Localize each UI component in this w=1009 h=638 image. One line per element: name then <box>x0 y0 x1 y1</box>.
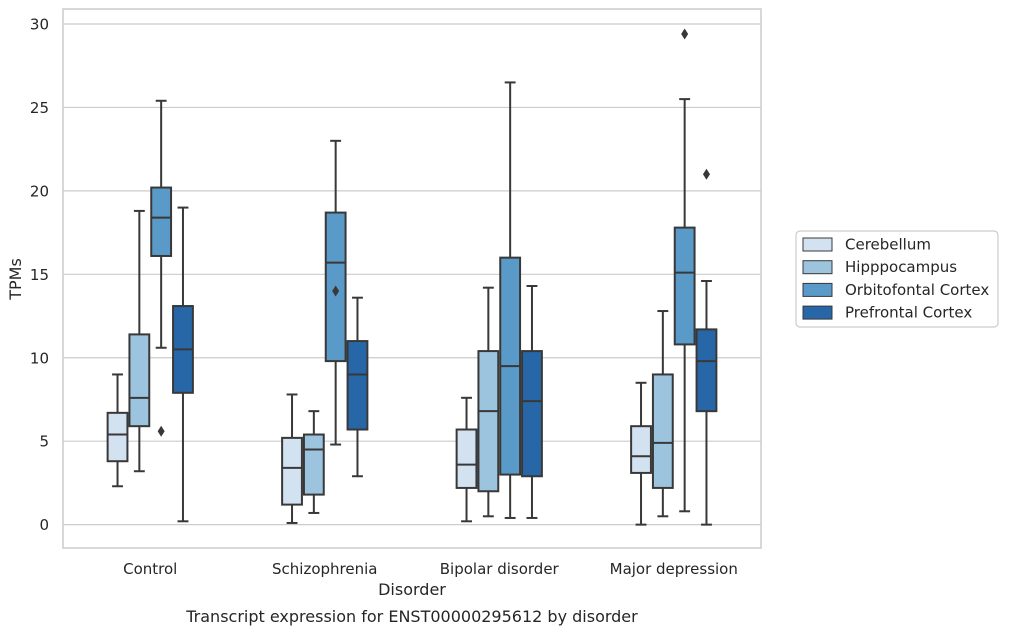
y-tick-labels: 0 5 10 15 20 25 30 <box>30 16 49 535</box>
outlier-point <box>332 285 340 297</box>
box-1-3 <box>346 296 369 478</box>
box-0-2 <box>150 99 173 437</box>
legend: Cerebellum Hipppocampus Orbitofontal Corte… <box>795 230 999 328</box>
outlier-point <box>681 28 689 40</box>
box-2-1 <box>477 286 500 518</box>
box-1-0 <box>281 393 303 524</box>
box-iqr <box>477 350 500 493</box>
box-0-0 <box>106 373 129 488</box>
box-1-2 <box>324 139 347 446</box>
box-iqr <box>281 436 303 506</box>
legend-item: Hipppocampus <box>802 258 957 276</box>
box-0-1 <box>128 209 151 473</box>
box-iqr <box>150 186 173 257</box>
legend-swatch <box>802 282 833 297</box>
box-1-1 <box>302 410 325 514</box>
y-tick-label: 25 <box>30 99 49 117</box>
legend-item: Cerebellum <box>802 236 931 254</box>
legend-item: Prefrontal Cortex <box>802 304 972 322</box>
box-3-0 <box>630 381 652 526</box>
box-iqr <box>455 428 478 489</box>
y-tick-label: 0 <box>39 516 49 534</box>
box-3-3 <box>695 168 718 526</box>
box-iqr <box>651 373 674 489</box>
box-iqr <box>106 411 129 463</box>
x-tick-label: Control <box>123 560 177 578</box>
boxes <box>106 28 718 526</box>
box-iqr <box>673 226 696 346</box>
y-tick-label: 10 <box>30 349 49 367</box>
box-iqr <box>346 340 369 431</box>
legend-label: Cerebellum <box>845 236 931 254</box>
outlier-point <box>157 425 165 437</box>
legend-swatch <box>802 260 833 275</box>
box-iqr <box>695 328 718 413</box>
box-iqr <box>630 425 652 474</box>
box-2-3 <box>521 285 543 519</box>
chart-caption: Transcript expression for ENST0000029561… <box>185 607 638 626</box>
box-3-1 <box>651 310 674 518</box>
box-3-2 <box>673 28 696 513</box>
y-tick-label: 20 <box>30 182 49 200</box>
x-tick-label: Major depression <box>610 560 738 578</box>
box-iqr <box>128 333 151 428</box>
plot-frame <box>62 8 762 549</box>
legend-swatch <box>802 305 833 320</box>
x-tick-labels: Control Schizophrenia Bipolar disorder Majo… <box>123 560 738 578</box>
legend-frame <box>795 230 999 328</box>
x-tick-label: Bipolar disorder <box>440 560 560 578</box>
legend-item: Orbitofontal Cortex <box>802 281 989 299</box>
box-2-0 <box>455 396 478 523</box>
legend-swatch <box>802 237 833 252</box>
y-tick-label: 5 <box>39 433 49 451</box>
box-2-2 <box>499 81 522 519</box>
y-tick-label: 15 <box>30 266 49 284</box>
outlier-point <box>702 168 710 180</box>
box-0-3 <box>172 206 194 523</box>
box-iqr <box>302 433 325 496</box>
box-iqr <box>521 350 543 478</box>
x-axis-label: Disorder <box>378 580 446 599</box>
y-axis-label: TPMs <box>6 258 25 301</box>
legend-label: Prefrontal Cortex <box>845 304 972 322</box>
x-tick-label: Schizophrenia <box>272 560 377 578</box>
legend-label: Orbitofontal Cortex <box>845 281 989 299</box>
y-tick-label: 30 <box>30 16 49 34</box>
legend-label: Hipppocampus <box>845 258 957 276</box>
